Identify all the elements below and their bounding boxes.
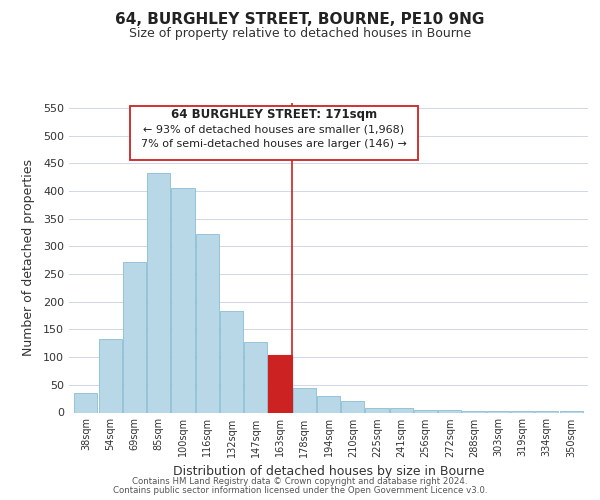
Y-axis label: Number of detached properties: Number of detached properties xyxy=(22,159,35,356)
Bar xyxy=(99,339,122,412)
Bar xyxy=(463,411,485,412)
Bar xyxy=(147,173,170,412)
Bar xyxy=(365,408,389,412)
Text: ← 93% of detached houses are smaller (1,968): ← 93% of detached houses are smaller (1,… xyxy=(143,124,404,134)
Bar xyxy=(172,188,194,412)
Bar xyxy=(220,310,243,412)
Bar xyxy=(414,410,437,412)
Text: Size of property relative to detached houses in Bourne: Size of property relative to detached ho… xyxy=(129,28,471,40)
Bar xyxy=(438,410,461,412)
Bar xyxy=(196,234,219,412)
Text: 7% of semi-detached houses are larger (146) →: 7% of semi-detached houses are larger (1… xyxy=(141,139,407,149)
Bar xyxy=(293,388,316,412)
Bar xyxy=(390,408,413,412)
Text: Contains HM Land Registry data © Crown copyright and database right 2024.: Contains HM Land Registry data © Crown c… xyxy=(132,477,468,486)
Text: 64 BURGHLEY STREET: 171sqm: 64 BURGHLEY STREET: 171sqm xyxy=(171,108,377,121)
Bar xyxy=(317,396,340,412)
FancyBboxPatch shape xyxy=(130,106,418,160)
Bar xyxy=(487,411,510,412)
Bar xyxy=(74,393,97,412)
Bar xyxy=(268,356,292,412)
Bar xyxy=(123,262,146,412)
Bar xyxy=(244,342,267,412)
Text: 64, BURGHLEY STREET, BOURNE, PE10 9NG: 64, BURGHLEY STREET, BOURNE, PE10 9NG xyxy=(115,12,485,28)
Bar xyxy=(341,402,364,412)
X-axis label: Distribution of detached houses by size in Bourne: Distribution of detached houses by size … xyxy=(173,465,484,478)
Text: Contains public sector information licensed under the Open Government Licence v3: Contains public sector information licen… xyxy=(113,486,487,495)
